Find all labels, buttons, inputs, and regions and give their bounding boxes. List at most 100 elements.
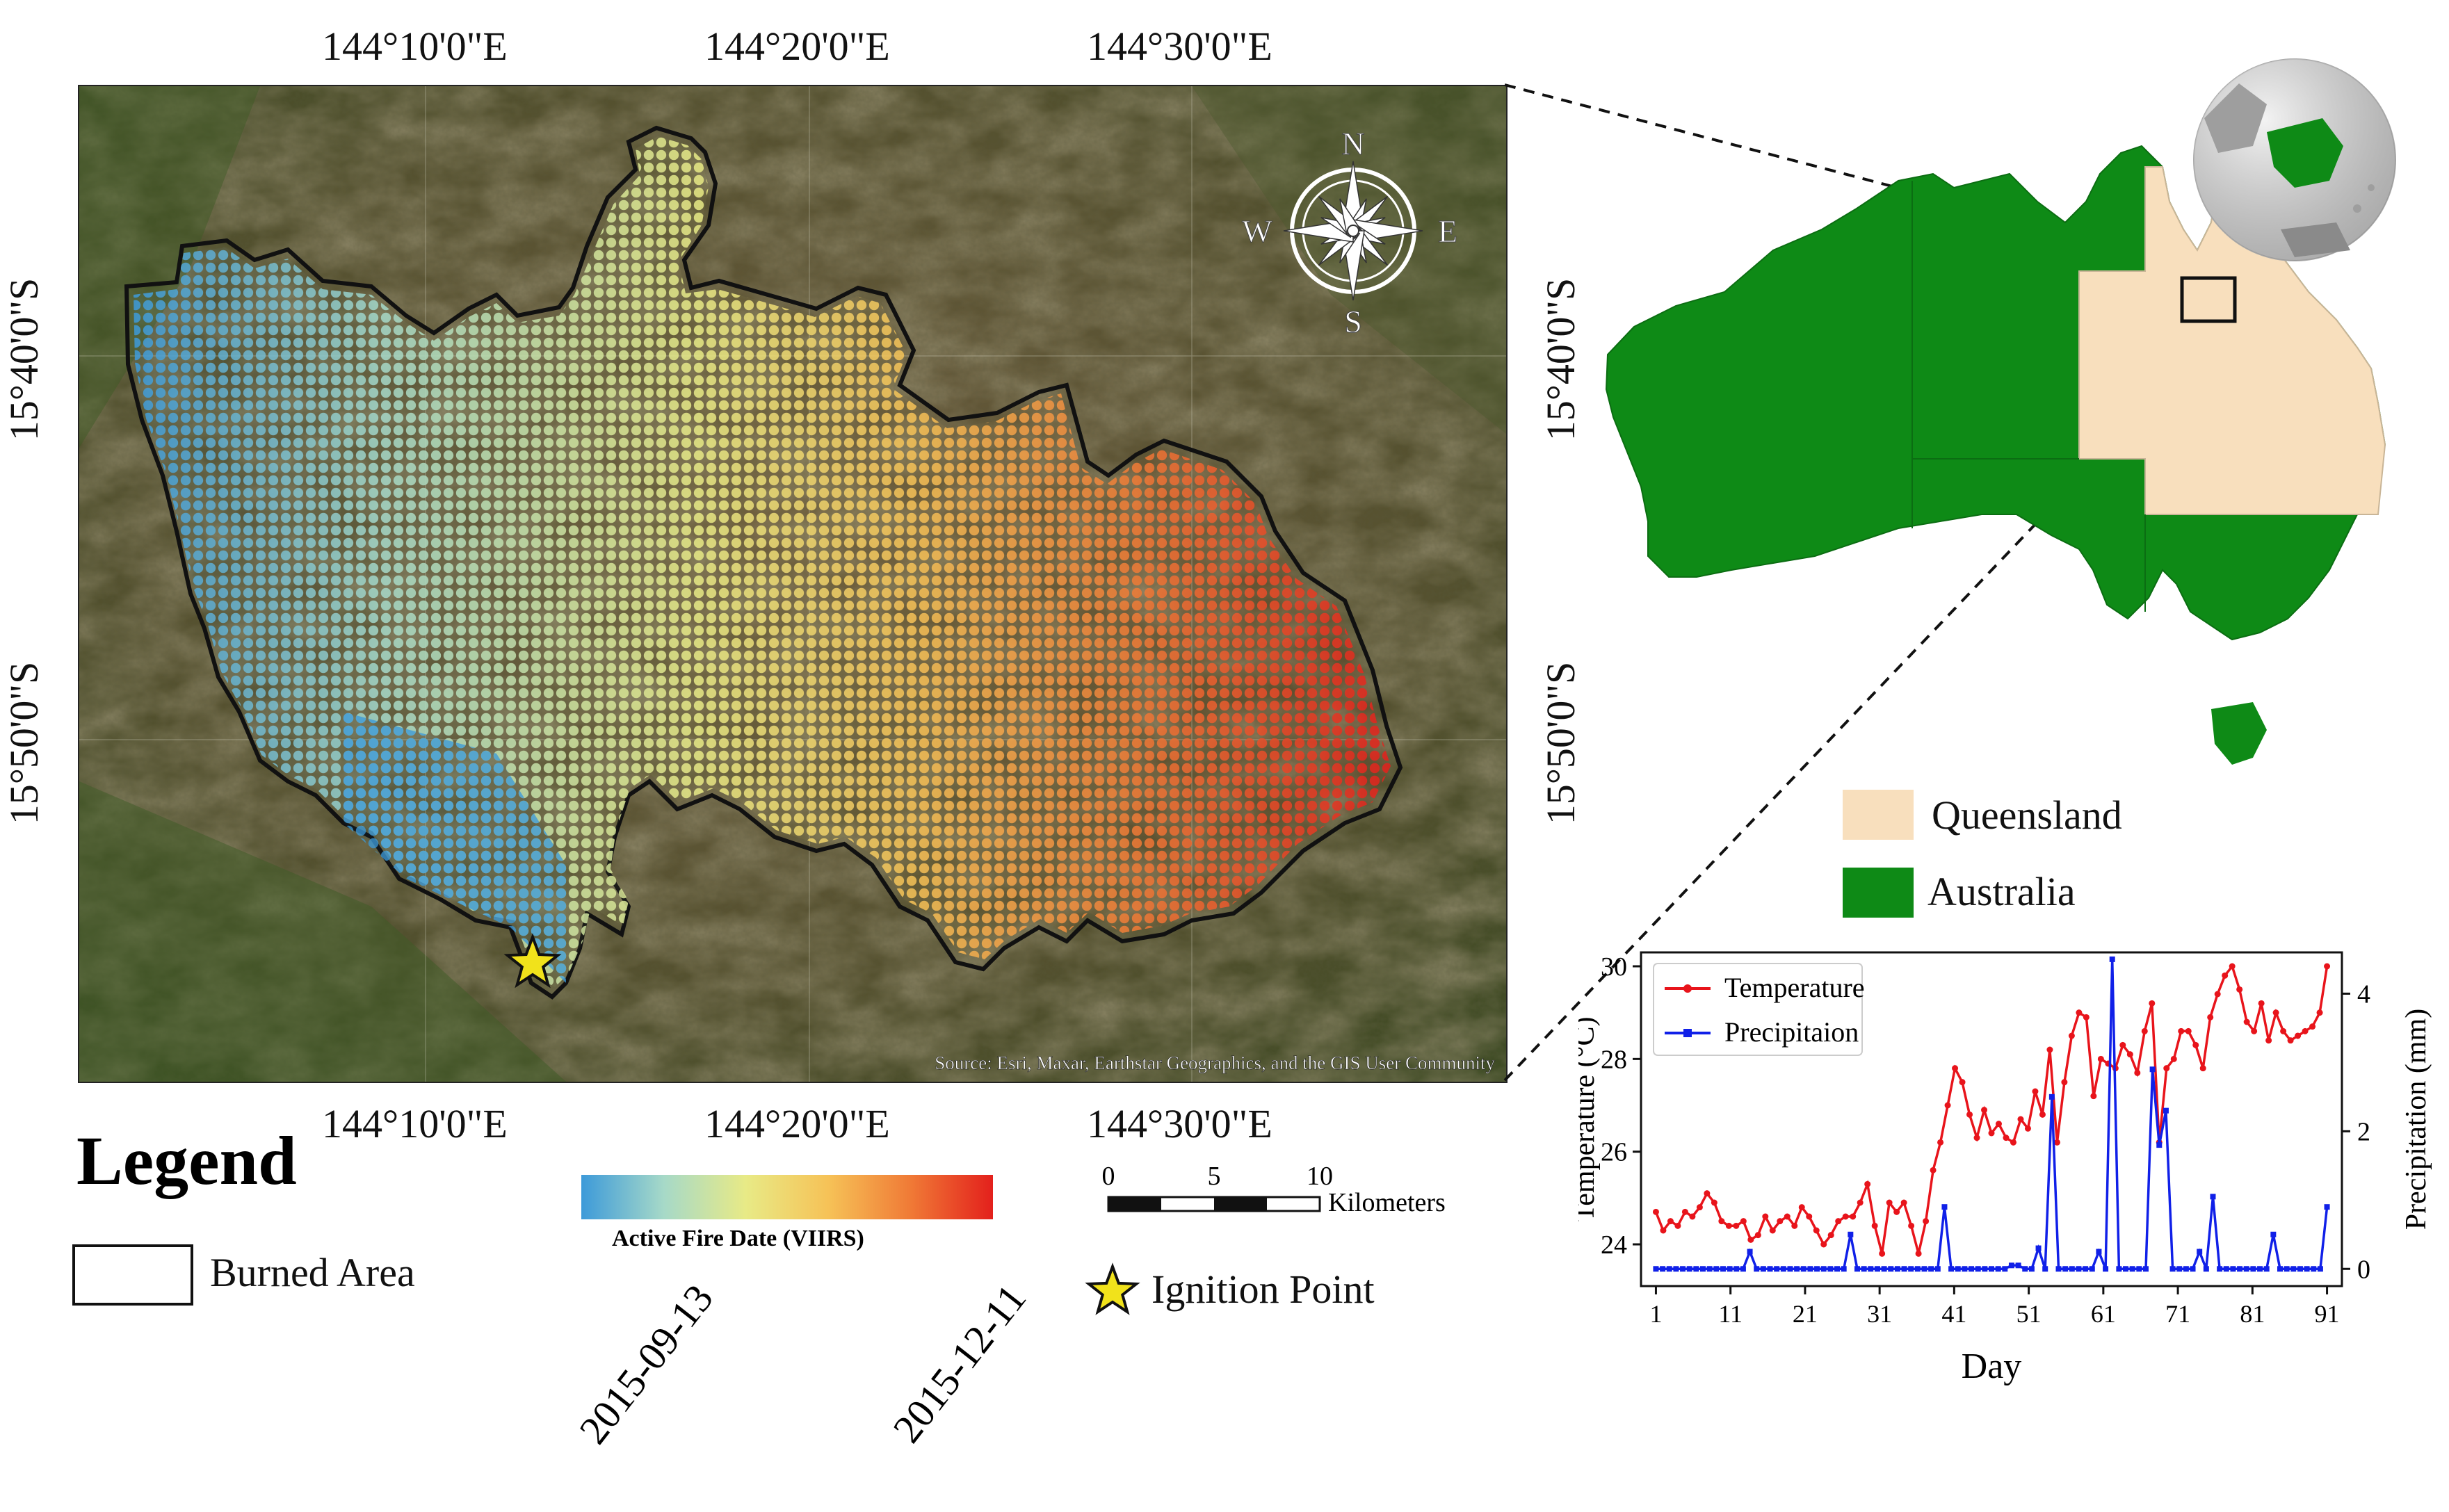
precipitation-point: [1848, 1231, 1854, 1237]
precipitation-point: [1928, 1266, 1934, 1272]
temperature-point: [1827, 1232, 1834, 1239]
ignition-legend-star-icon: [1085, 1262, 1140, 1315]
temperature-point: [2309, 1023, 2316, 1030]
x-tick-label: 81: [2240, 1300, 2265, 1328]
precipitation-point: [2304, 1266, 2310, 1272]
temperature-point: [1762, 1213, 1769, 1220]
precipitation-point: [2190, 1266, 2196, 1272]
temperature-point: [2163, 1065, 2170, 1072]
temperature-point: [1652, 1208, 1659, 1215]
precipitation-point: [2022, 1266, 2028, 1272]
precipitation-point: [1834, 1266, 1841, 1272]
x-tick-label: 31: [1867, 1300, 1892, 1328]
temperature-point: [1893, 1208, 1900, 1215]
precipitation-point: [2311, 1266, 2317, 1272]
temperature-point: [1754, 1232, 1761, 1239]
burned-area-outline[interactable]: [124, 125, 1403, 1000]
precipitation-point: [1767, 1266, 1773, 1272]
precipitation-point: [2163, 1107, 2169, 1114]
temperature-point: [2039, 1111, 2046, 1118]
compass-east-label: E: [1438, 213, 1457, 249]
temperature-point: [2024, 1125, 2031, 1132]
temperature-point: [1995, 1121, 2002, 1128]
precipitation-point: [1841, 1266, 1847, 1272]
precipitation-point: [2089, 1266, 2095, 1272]
precipitation-point: [1787, 1266, 1793, 1272]
precipitation-point: [1908, 1266, 1914, 1272]
temperature-point: [1900, 1199, 1907, 1206]
temperature-point: [2090, 1093, 2097, 1100]
state-borders: [1911, 181, 2146, 612]
temperature-point: [1886, 1199, 1893, 1206]
precipitation-point: [2203, 1266, 2209, 1272]
temperature-point: [1871, 1222, 1878, 1229]
temperature-point: [2243, 1018, 2250, 1025]
temperature-point: [1769, 1227, 1776, 1234]
temperature-point: [1733, 1222, 1740, 1229]
temperature-point: [1667, 1218, 1674, 1225]
precipitation-point: [2116, 1266, 2122, 1272]
precipitation-point: [1740, 1266, 1746, 1272]
temperature-point: [2185, 1027, 2192, 1034]
australia-inset-map[interactable]: [1565, 42, 2448, 820]
temperature-point: [1930, 1166, 1937, 1173]
precipitation-point: [2317, 1266, 2323, 1272]
temperature-point: [1988, 1130, 1995, 1137]
compass-north-label: N: [1341, 126, 1364, 161]
precipitation-point: [1854, 1266, 1860, 1272]
temperature-point: [2032, 1088, 2039, 1095]
temperature-point: [2280, 1027, 2287, 1034]
temperature-point: [2097, 1055, 2104, 1062]
x-tick-label: 61: [2091, 1300, 2116, 1328]
x-tick-label: 41: [1941, 1300, 1966, 1328]
precipitation-point: [1901, 1266, 1907, 1272]
temperature-point: [2324, 963, 2331, 970]
precipitation-point: [1727, 1266, 1733, 1272]
x-tick-label: 91: [2315, 1300, 2340, 1328]
temperature-point: [1835, 1218, 1842, 1225]
scale-unit: Kilometers: [1328, 1188, 1446, 1217]
precipitation-point: [1995, 1266, 2001, 1272]
temperature-point: [1973, 1135, 1980, 1141]
precipitation-point: [1881, 1266, 1887, 1272]
study-area-box[interactable]: [2180, 276, 2237, 323]
y-right-tick-label: 0: [2357, 1255, 2370, 1284]
x-tick-label: 11: [1718, 1300, 1743, 1328]
y-right-tick-label: 4: [2357, 979, 2370, 1009]
temperature-point: [2192, 1041, 2199, 1048]
lon-label-bottom-1: 144°10'0"E: [322, 1101, 508, 1146]
precipitation-point: [1747, 1249, 1753, 1255]
x-tick-label: 71: [2165, 1300, 2190, 1328]
precipitation-point: [1653, 1266, 1659, 1272]
precipitation-point: [2136, 1266, 2142, 1272]
precipitation-point: [2129, 1266, 2135, 1272]
temperature-point: [1777, 1218, 1784, 1225]
precipitation-point: [1680, 1266, 1686, 1272]
globe-icon: [2193, 58, 2396, 261]
temperature-point: [2178, 1027, 2185, 1034]
precipitation-point: [1921, 1266, 1927, 1272]
scale-tick-10: 10: [1307, 1162, 1333, 1191]
temperature-point: [2083, 1014, 2090, 1021]
temperature-point: [2302, 1027, 2309, 1034]
lon-label-bottom-2: 144°20'0"E: [704, 1101, 890, 1146]
satellite-map[interactable]: N S E W Source: Esri, Maxar, Earthstar G…: [78, 85, 1508, 1083]
temperature-point: [1689, 1213, 1696, 1220]
tasmania: [2211, 702, 2267, 765]
precipitation-point: [1962, 1266, 1968, 1272]
precipitation-point: [2230, 1266, 2236, 1272]
temperature-point: [1820, 1241, 1827, 1248]
temperature-point: [1944, 1102, 1951, 1109]
temperature-point: [1740, 1218, 1747, 1225]
temperature-point: [2010, 1139, 2016, 1146]
temperature-point: [1857, 1199, 1864, 1206]
temperature-point: [2076, 1009, 2083, 1016]
temperature-point: [1696, 1204, 1703, 1211]
precipitation-point: [2257, 1266, 2263, 1272]
temperature-point: [1923, 1218, 1930, 1225]
y-right-tick-label: 2: [2357, 1117, 2370, 1146]
ignition-point-marker[interactable]: [503, 933, 562, 989]
precipitation-point: [1800, 1266, 1807, 1272]
temperature-point: [2229, 963, 2236, 970]
